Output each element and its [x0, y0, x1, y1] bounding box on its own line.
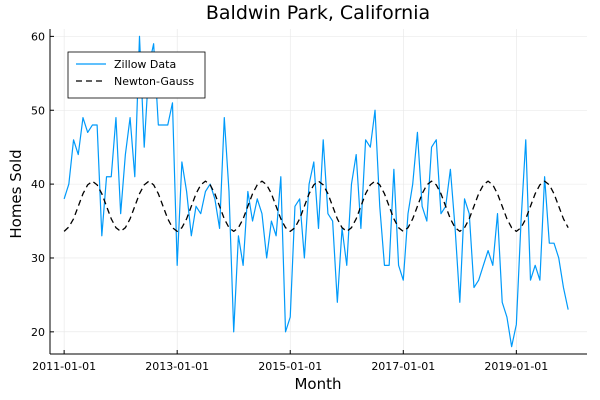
y-tick-label: 30 — [31, 252, 45, 265]
legend-label: Zillow Data — [114, 58, 176, 71]
x-tick-label: 2017-01-01 — [371, 360, 435, 373]
x-tick-label: 2013-01-01 — [145, 360, 209, 373]
x-axis-label: Month — [294, 375, 341, 393]
y-tick-label: 20 — [31, 326, 45, 339]
x-tick-label: 2015-01-01 — [258, 360, 322, 373]
x-tick-label: 2019-01-01 — [484, 360, 548, 373]
x-tick-label: 2011-01-01 — [32, 360, 96, 373]
y-tick-label: 40 — [31, 178, 45, 191]
legend: Zillow Data Newton-Gauss — [67, 51, 206, 99]
y-tick-label: 50 — [31, 104, 45, 117]
chart-title: Baldwin Park, California — [206, 2, 430, 24]
y-axis-label: Homes Sold — [7, 149, 25, 238]
y-tick-label: 60 — [31, 30, 45, 43]
newton-gauss-series-line — [63, 180, 569, 233]
legend-label: Newton-Gauss — [114, 75, 194, 88]
legend-box — [67, 51, 206, 99]
